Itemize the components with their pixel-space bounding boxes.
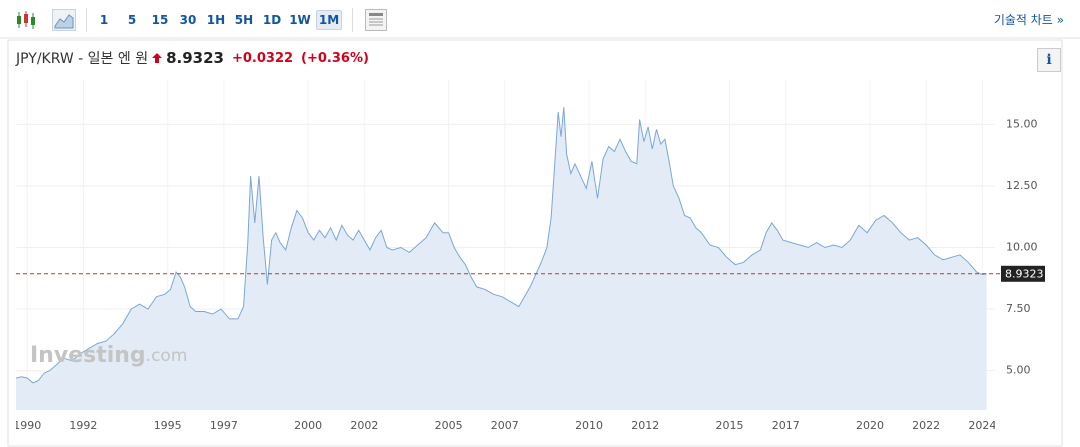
interval-button[interactable]: 30 [179, 13, 197, 27]
interval-button[interactable]: 1D [262, 13, 282, 27]
candlestick-icon[interactable] [15, 10, 37, 30]
x-tick-label: 2007 [491, 419, 519, 432]
x-tick-label: 2015 [716, 419, 744, 432]
x-tick-label: 2000 [294, 419, 322, 432]
up-arrow [152, 53, 163, 63]
interval-button[interactable]: 5 [127, 13, 137, 27]
y-tick-label: 10.00 [1006, 241, 1038, 254]
interval-button[interactable]: 15 [151, 13, 169, 27]
last-price-label: 8.9323 [1005, 267, 1044, 280]
axes: 5.00 7.50 10.00 12.50 15.00 8.9323 [16, 117, 1045, 377]
x-tick-label: 2017 [772, 419, 800, 432]
instrument-header: JPY/KRW - 일본 엔 원 8.9323 +0.0322 (+0.36%) [16, 48, 369, 68]
interval-button[interactable]: 1W [289, 13, 311, 27]
x-tick-label: 2020 [856, 419, 884, 432]
interval-button[interactable]: 1H [206, 13, 226, 27]
separator [86, 8, 87, 32]
x-tick-label: 2022 [912, 419, 940, 432]
x-tick-label: 2012 [631, 419, 659, 432]
x-tick-label: 1997 [210, 419, 238, 432]
line [16, 107, 987, 384]
y-tick-label: 7.50 [1006, 302, 1031, 315]
symbol: JPY/KRW - 일본 엔 원 [16, 51, 149, 67]
interval-button[interactable]: 1 [99, 13, 109, 27]
watermark-domain: .com [146, 346, 188, 366]
chart-frame [7, 39, 1063, 447]
plot-area: 1990 1992 1995 1997 2000 2002 2005 2007 2010 2012… [13, 80, 996, 432]
separator [352, 8, 353, 32]
x-tick-label: 1992 [69, 419, 97, 432]
technical-chart-link[interactable]: 기술적 차트 » [993, 13, 1064, 27]
watermark: Investing.com [30, 343, 187, 368]
last-price: 8.9323 [166, 49, 224, 67]
price-change: +0.0322 [231, 50, 294, 66]
price-change-pct: (+0.36%) [301, 50, 369, 66]
toolbar: 1 5 15 30 1H 5H 1D 1W 1M 기술적 차트 » [0, 0, 1080, 38]
x-tick-label: 2024 [968, 419, 996, 432]
y-tick-label: 5.00 [1006, 364, 1031, 377]
info-button[interactable]: i [1037, 48, 1061, 72]
interval-button[interactable]: 5H [234, 13, 254, 27]
x-tick-label: 2002 [350, 419, 378, 432]
interval-button[interactable]: 1M [316, 10, 342, 30]
y-tick-label: 15.00 [1006, 117, 1038, 130]
table-icon[interactable] [365, 9, 387, 31]
x-tick-label: 1995 [154, 419, 182, 432]
y-tick-label: 12.50 [1006, 179, 1038, 192]
watermark-brand: Investing [30, 343, 146, 368]
last-price-box [1001, 265, 1045, 282]
area-icon[interactable] [52, 9, 76, 31]
x-tick-label: 1990 [13, 419, 41, 432]
x-tick-label: 2010 [575, 419, 603, 432]
x-tick-label: 2005 [435, 419, 463, 432]
